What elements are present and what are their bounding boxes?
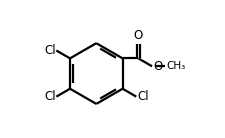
Text: Cl: Cl [44, 90, 55, 103]
Text: Cl: Cl [44, 44, 55, 57]
Text: CH₃: CH₃ [166, 61, 185, 71]
Text: O: O [133, 29, 142, 42]
Text: O: O [153, 60, 162, 73]
Text: Cl: Cl [136, 90, 148, 103]
